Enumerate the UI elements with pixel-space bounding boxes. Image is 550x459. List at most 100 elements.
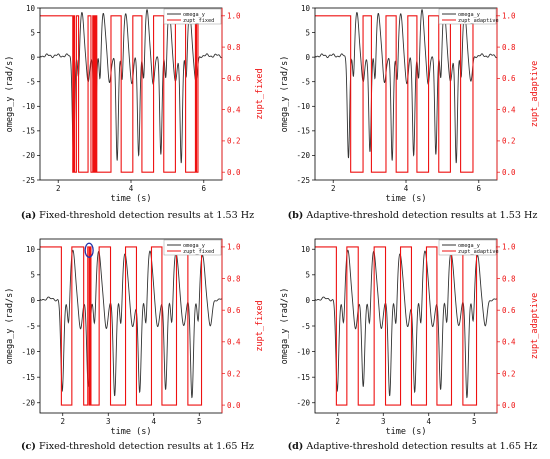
right-tick-label: 0.8 — [502, 274, 516, 283]
left-tick-label: -5 — [26, 78, 35, 87]
left-tick-label: -15 — [21, 373, 35, 382]
x-tick-label: 2 — [331, 184, 336, 193]
left-tick-label: 10 — [301, 245, 311, 254]
left-axis-title: omega_y (rad/s) — [280, 56, 290, 133]
right-axis-title: zupt_adaptive — [530, 293, 540, 360]
x-axis-title: time (s) — [111, 194, 152, 204]
right-tick-label: 0.2 — [227, 137, 241, 146]
right-tick-label: 0.8 — [502, 43, 516, 52]
left-tick-label: 5 — [305, 28, 310, 37]
omega-y-series-line — [39, 9, 223, 164]
left-tick-label: -10 — [21, 347, 35, 356]
chart-b: 10 5 0 -5 -10 -15 -20 -25 1.0 0.8 0.6 0.4 0.2 0.0 2 4 6 t… — [280, 4, 540, 204]
right-tick-label: 1.0 — [227, 243, 241, 252]
left-tick-label: -10 — [21, 102, 35, 111]
caption-letter: (a) — [20, 210, 37, 221]
right-tick-label: 1.0 — [502, 243, 516, 252]
left-tick-label: -10 — [296, 347, 310, 356]
zupt-series-line — [315, 15, 497, 173]
panel-d: 10 5 0 -5 -10 -15 -20 1.0 0.8 0.6 0.4 0.2 0.0 2 3 4 5 tim… — [275, 229, 550, 458]
zupt-series-line — [40, 15, 222, 173]
caption-letter: (b) — [287, 210, 304, 221]
left-axis-title: omega_y (rad/s) — [5, 56, 15, 133]
right-tick-label: 0.4 — [227, 338, 241, 347]
left-tick-label: -20 — [296, 399, 310, 408]
caption-d: (d) Adaptive-threshold detection results… — [275, 441, 550, 452]
left-axis-title: omega_y (rad/s) — [5, 288, 15, 365]
left-tick-label: -15 — [296, 373, 310, 382]
left-tick-label: 5 — [30, 28, 35, 37]
caption-text: Adaptive-threshold detection results at … — [306, 441, 538, 452]
right-tick-label: 1.0 — [502, 12, 516, 21]
legend-label-zupt: zupt_fixed — [183, 18, 214, 24]
x-axis-title: time (s) — [386, 427, 427, 437]
right-tick-label: 0.6 — [502, 306, 516, 315]
caption-text: Fixed-threshold detection results at 1.5… — [39, 210, 255, 221]
x-tick-label: 2 — [56, 184, 61, 193]
right-axis-title: zupt_adaptive — [530, 61, 540, 128]
x-tick-label: 5 — [197, 417, 202, 426]
x-axis-title: time (s) — [386, 194, 427, 204]
left-tick-label: 0 — [30, 296, 35, 305]
right-tick-label: 0.6 — [227, 74, 241, 83]
x-tick-label: 6 — [477, 184, 482, 193]
x-tick-label: 2 — [335, 417, 340, 426]
right-tick-label: 0.0 — [227, 401, 241, 410]
plot-frame — [314, 7, 498, 181]
legend-label-omega: omega_y — [458, 243, 480, 249]
right-axis-title: zupt_fixed — [255, 68, 265, 119]
legend-label-zupt: zupt_adaptive — [458, 249, 499, 255]
right-tick-label: 0.4 — [227, 105, 241, 114]
left-tick-label: -5 — [301, 322, 310, 331]
chart-d: 10 5 0 -5 -10 -15 -20 1.0 0.8 0.6 0.4 0.2 0.0 2 3 4 5 tim… — [280, 238, 540, 437]
left-tick-label: 0 — [305, 296, 310, 305]
x-tick-label: 4 — [426, 417, 431, 426]
right-tick-label: 0.0 — [502, 168, 516, 177]
right-tick-label: 0.0 — [502, 401, 516, 410]
left-tick-label: 5 — [30, 271, 35, 280]
left-axis-title: omega_y (rad/s) — [280, 288, 290, 365]
omega-y-series-line — [314, 249, 498, 399]
right-axis-title: zupt_fixed — [255, 300, 265, 351]
left-tick-label: -25 — [21, 176, 35, 185]
omega-y-series-line — [39, 249, 223, 399]
x-tick-label: 4 — [151, 417, 156, 426]
legend-label-omega: omega_y — [458, 12, 480, 18]
panel-c: 10 5 0 -5 -10 -15 -20 1.0 0.8 0.6 0.4 0.2 0.0 2 3 4 5 tim… — [0, 229, 275, 458]
legend-label-omega: omega_y — [183, 12, 205, 18]
left-tick-label: 10 — [301, 4, 311, 13]
left-tick-label: -10 — [296, 102, 310, 111]
left-tick-label: 10 — [26, 4, 36, 13]
legend-label-omega: omega_y — [183, 243, 205, 249]
omega-y-series-line — [314, 9, 498, 164]
caption-text: Fixed-threshold detection results at 1.6… — [38, 441, 254, 452]
right-tick-label: 0.4 — [502, 338, 516, 347]
right-tick-label: 0.0 — [227, 168, 241, 177]
x-axis-title: time (s) — [111, 427, 152, 437]
caption-a: (a) Fixed-threshold detection results at… — [0, 210, 275, 221]
panel-b: 10 5 0 -5 -10 -15 -20 -25 1.0 0.8 0.6 0.4 0.2 0.0 2 4 6 t… — [275, 0, 550, 229]
left-tick-label: -25 — [296, 176, 310, 185]
right-tick-label: 0.2 — [227, 369, 241, 378]
x-tick-label: 3 — [106, 417, 111, 426]
caption-b: (b) Adaptive-threshold detection results… — [275, 210, 550, 221]
highlight-ellipse — [84, 242, 94, 258]
x-tick-label: 2 — [60, 417, 65, 426]
left-tick-label: 0 — [305, 53, 310, 62]
x-tick-label: 6 — [202, 184, 207, 193]
chart-a: 10 5 0 -5 -10 -15 -20 -25 1.0 0.8 0.6 0.4 0.2 0.0 2 4 6 t… — [5, 4, 265, 204]
legend-label-zupt: zupt_fixed — [183, 249, 214, 255]
right-tick-label: 0.2 — [502, 137, 516, 146]
left-tick-label: -20 — [296, 151, 310, 160]
left-tick-label: -15 — [21, 127, 35, 136]
zupt-series-line — [40, 246, 222, 406]
right-tick-label: 0.8 — [227, 43, 241, 52]
right-tick-label: 1.0 — [227, 12, 241, 21]
right-tick-label: 0.6 — [227, 306, 241, 315]
x-tick-label: 4 — [129, 184, 134, 193]
x-tick-label: 5 — [472, 417, 477, 426]
left-tick-label: 5 — [305, 271, 310, 280]
left-tick-label: -15 — [296, 127, 310, 136]
right-tick-label: 0.2 — [502, 369, 516, 378]
left-tick-label: -5 — [26, 322, 35, 331]
